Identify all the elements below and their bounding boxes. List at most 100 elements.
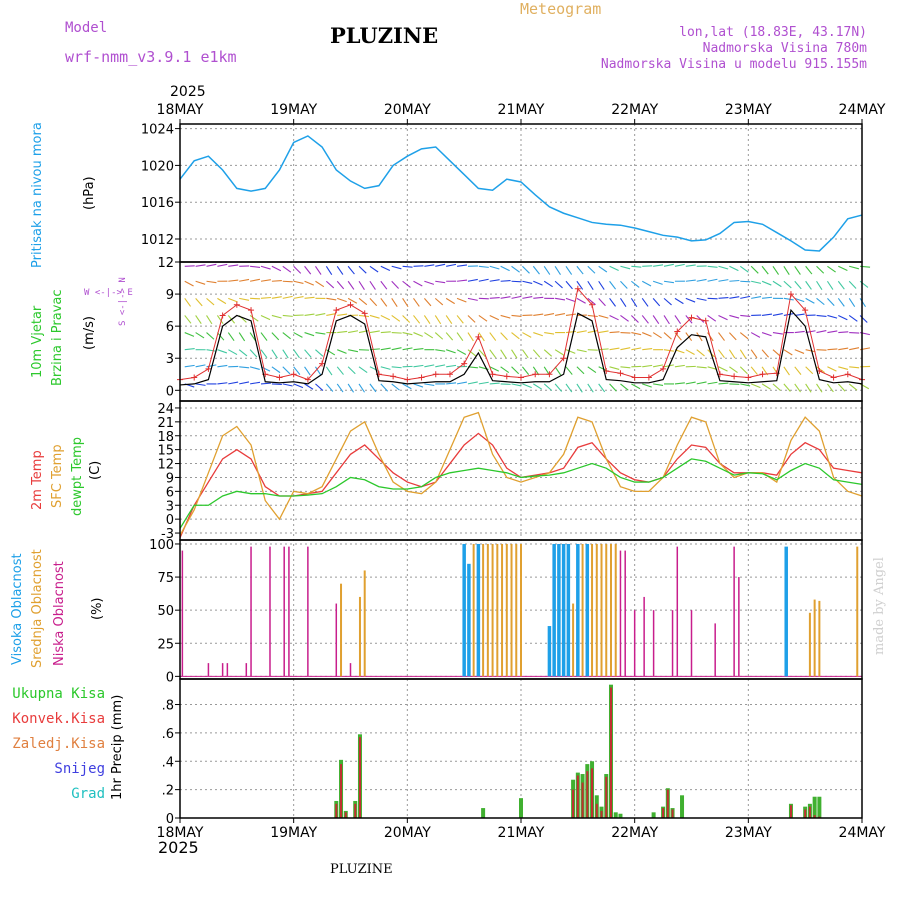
wind-arrow xyxy=(217,382,228,385)
wind-arrow xyxy=(696,366,707,369)
cloud-bar-mid xyxy=(520,543,522,677)
cloud-bar-low xyxy=(738,577,740,677)
wind-arrow xyxy=(413,364,424,368)
wind-arrow xyxy=(619,298,627,308)
wind-arrow xyxy=(554,265,561,275)
cloud-bar-low xyxy=(221,663,224,677)
gust-marker xyxy=(574,285,581,292)
temp-ytick-label: 18 xyxy=(157,430,174,445)
wind-arrow xyxy=(489,332,497,341)
wind-arrow xyxy=(347,383,355,393)
wind-arrow xyxy=(500,296,511,299)
wind-arrow xyxy=(641,315,649,324)
wind-ytick-label: 3 xyxy=(166,352,174,367)
wind-arrow xyxy=(413,298,420,307)
wind-arrow xyxy=(642,332,652,337)
wind-arrow xyxy=(816,297,825,306)
gust-marker xyxy=(787,291,794,298)
gust-marker xyxy=(532,371,539,378)
wind-arrow xyxy=(478,315,488,322)
wind-arrow xyxy=(380,280,388,290)
wind-arrow xyxy=(347,297,358,304)
wind-arrow xyxy=(358,297,368,306)
wind-arrow xyxy=(369,297,378,307)
precip-ytick-label: .6 xyxy=(162,727,174,742)
cloud-bar-high xyxy=(557,543,561,677)
cloud-bar-low xyxy=(671,610,674,677)
wind-arrow xyxy=(740,295,751,299)
cloud-bar-low xyxy=(288,546,290,677)
wind-arrow xyxy=(533,280,543,286)
wind-arrow xyxy=(511,383,522,387)
pressure-ytick-label: 1016 xyxy=(141,196,174,211)
elevation-label: Nadmorska Visina 780m xyxy=(702,41,867,56)
wind-arrow xyxy=(314,265,322,275)
gust-marker xyxy=(418,374,425,381)
gust-marker xyxy=(390,373,397,380)
precip-bar-conv xyxy=(340,764,343,818)
wind-arrow xyxy=(751,280,762,284)
pressure-line xyxy=(179,135,863,252)
wind-arrow xyxy=(489,265,500,270)
wind-arrow xyxy=(598,297,606,307)
wind-arrow xyxy=(609,298,616,307)
wind-arrow xyxy=(674,382,685,385)
wind-arrow xyxy=(772,312,783,317)
gust-marker xyxy=(333,307,340,314)
wind-arrow xyxy=(424,332,434,339)
wind-arrow xyxy=(620,332,631,334)
precip-bar-conv xyxy=(572,789,575,818)
wind-arrow xyxy=(228,297,238,303)
wind-arrow xyxy=(728,349,736,359)
wind-arrow xyxy=(740,280,751,283)
wind-arrow xyxy=(783,313,794,317)
wind-arrow xyxy=(663,315,670,325)
wind-arrow xyxy=(369,366,380,372)
x-tick-label-top: 19MAY xyxy=(270,102,317,118)
cloud-bar-mid xyxy=(605,543,608,677)
wind-arrow xyxy=(543,349,553,357)
cloud-bar-mid xyxy=(482,543,485,677)
wind-arrow xyxy=(216,332,225,341)
wind-arrow xyxy=(500,366,510,374)
wind-arrow xyxy=(750,265,759,274)
wind-arrow xyxy=(326,297,337,301)
wind-arrow xyxy=(729,314,740,319)
pressure-ytick-label: 1012 xyxy=(141,233,174,248)
wind-arrow xyxy=(565,383,573,393)
cloud-bar-high xyxy=(467,563,471,677)
wind-arrow xyxy=(271,296,282,299)
wind-arrow xyxy=(467,332,474,342)
wind-arrow xyxy=(336,366,344,375)
wind-arrow xyxy=(696,332,703,342)
wind-arrow xyxy=(576,297,586,304)
wind-arrow xyxy=(511,314,522,317)
wind-arrow xyxy=(565,349,576,354)
model-name: wrf-nmm_v3.9.1 e1km xyxy=(65,48,237,66)
wind-arrow xyxy=(391,332,402,334)
wind-arrow xyxy=(304,296,315,299)
wind-arrow xyxy=(641,280,652,287)
wind-arrow xyxy=(816,330,827,334)
wind-arrow xyxy=(380,383,389,392)
wind-arrow xyxy=(184,315,192,324)
wind-arrow xyxy=(653,383,664,386)
wind-arrow xyxy=(423,297,432,307)
wind-arrow xyxy=(282,332,291,340)
wind-arrow xyxy=(849,265,860,270)
wind-arrow xyxy=(794,330,805,334)
wind-arrow xyxy=(336,280,345,290)
cloud-ytick-label: 100 xyxy=(149,538,174,553)
precip-bar-conv xyxy=(335,803,338,818)
wind-arrow xyxy=(696,278,707,282)
precip-bar-conv xyxy=(354,803,357,818)
gust-marker xyxy=(844,371,851,378)
wind-arrow xyxy=(772,265,780,275)
wind-arrow xyxy=(739,349,747,359)
wind-arrow xyxy=(827,348,838,351)
wind-arrow xyxy=(500,349,507,359)
wind-arrow xyxy=(554,383,563,392)
wind-arrow xyxy=(609,280,617,290)
wind-arrow xyxy=(391,366,402,369)
